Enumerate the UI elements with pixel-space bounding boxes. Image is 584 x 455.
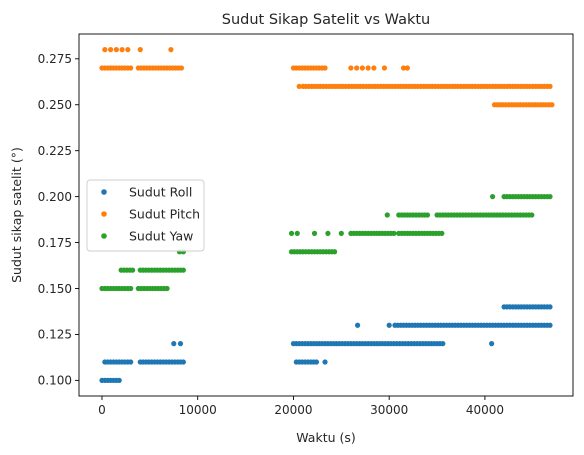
data-point xyxy=(371,65,377,71)
data-point xyxy=(128,285,134,292)
plot-area-frame xyxy=(78,33,574,397)
y-tick-label: 0.275 xyxy=(38,52,72,66)
data-point xyxy=(547,194,553,200)
data-point xyxy=(547,304,553,310)
x-tick-label: 30000 xyxy=(370,403,408,417)
legend-marker xyxy=(101,211,107,217)
data-points xyxy=(99,47,555,383)
y-tick-label: 0.200 xyxy=(38,190,72,204)
data-point xyxy=(549,102,555,108)
data-point xyxy=(288,230,295,236)
data-point xyxy=(168,47,174,53)
data-point xyxy=(171,341,177,347)
data-point xyxy=(547,83,553,89)
data-point xyxy=(322,359,328,365)
data-point xyxy=(119,47,125,53)
data-point xyxy=(384,212,390,218)
data-point xyxy=(322,65,328,71)
legend-marker xyxy=(101,189,107,195)
data-point xyxy=(128,65,134,71)
y-tick-label: 0.150 xyxy=(38,282,72,296)
data-point xyxy=(130,267,136,273)
series-sudut-pitch xyxy=(99,47,555,108)
data-point xyxy=(177,341,184,347)
data-point xyxy=(440,341,446,347)
data-point xyxy=(338,230,344,236)
legend-marker xyxy=(101,233,107,239)
y-axis-ticks: 0.100 0.125 0.150 0.175 0.200 0.225 0.250 0.275 xyxy=(38,52,79,388)
data-point xyxy=(107,47,114,53)
x-tick-label: 40000 xyxy=(466,403,504,417)
data-point xyxy=(164,285,170,292)
data-point xyxy=(547,322,553,328)
data-point xyxy=(424,212,431,218)
data-point xyxy=(311,230,318,236)
data-point xyxy=(125,47,131,53)
data-point xyxy=(381,65,387,71)
data-point xyxy=(332,249,338,255)
data-point xyxy=(137,47,143,53)
data-point xyxy=(128,359,134,365)
series-sudut-roll xyxy=(99,304,553,383)
data-point xyxy=(296,83,302,89)
x-tick-label: 0 xyxy=(98,403,106,417)
chart-title: Sudut Sikap Satelit vs Waktu xyxy=(222,12,431,28)
data-point xyxy=(354,322,361,328)
x-axis-label: Waktu (s) xyxy=(296,430,356,445)
data-point xyxy=(400,65,407,71)
legend: Sudut Roll Sudut Pitch Sudut Yaw xyxy=(86,179,205,252)
data-point xyxy=(391,230,397,236)
x-tick-label: 20000 xyxy=(274,403,312,417)
data-point xyxy=(489,341,495,347)
data-point xyxy=(325,230,331,236)
data-point xyxy=(489,194,496,200)
data-point xyxy=(348,65,354,71)
data-point xyxy=(180,267,186,273)
legend-label: Sudut Yaw xyxy=(129,229,193,244)
data-point xyxy=(178,65,185,71)
y-axis-label: Sudut sikap satelit (°) xyxy=(9,147,24,283)
y-tick-label: 0.250 xyxy=(38,98,72,112)
series-sudut-yaw xyxy=(99,194,553,292)
x-axis-ticks: 0 10000 20000 30000 40000 xyxy=(98,396,504,417)
data-point xyxy=(404,65,410,71)
data-point xyxy=(294,230,300,236)
y-tick-label: 0.225 xyxy=(38,144,72,158)
data-point xyxy=(102,47,108,53)
data-point xyxy=(359,65,365,71)
x-tick-label: 10000 xyxy=(179,403,217,417)
legend-box xyxy=(86,179,205,252)
data-point xyxy=(365,65,371,71)
y-tick-label: 0.100 xyxy=(38,374,72,388)
data-point xyxy=(313,359,320,365)
y-tick-label: 0.125 xyxy=(38,328,72,342)
legend-label: Sudut Roll xyxy=(129,185,192,200)
data-point xyxy=(180,359,186,365)
y-tick-label: 0.175 xyxy=(38,236,72,250)
legend-label: Sudut Pitch xyxy=(129,207,200,222)
data-point xyxy=(529,212,535,218)
data-point xyxy=(354,65,360,71)
data-point xyxy=(439,230,445,236)
data-point xyxy=(386,322,392,328)
data-point xyxy=(113,47,119,53)
data-point xyxy=(116,377,122,383)
